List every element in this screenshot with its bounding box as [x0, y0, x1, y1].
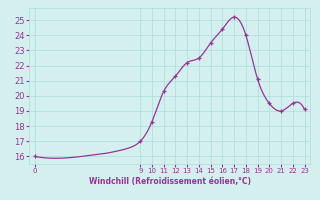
- X-axis label: Windchill (Refroidissement éolien,°C): Windchill (Refroidissement éolien,°C): [89, 177, 251, 186]
